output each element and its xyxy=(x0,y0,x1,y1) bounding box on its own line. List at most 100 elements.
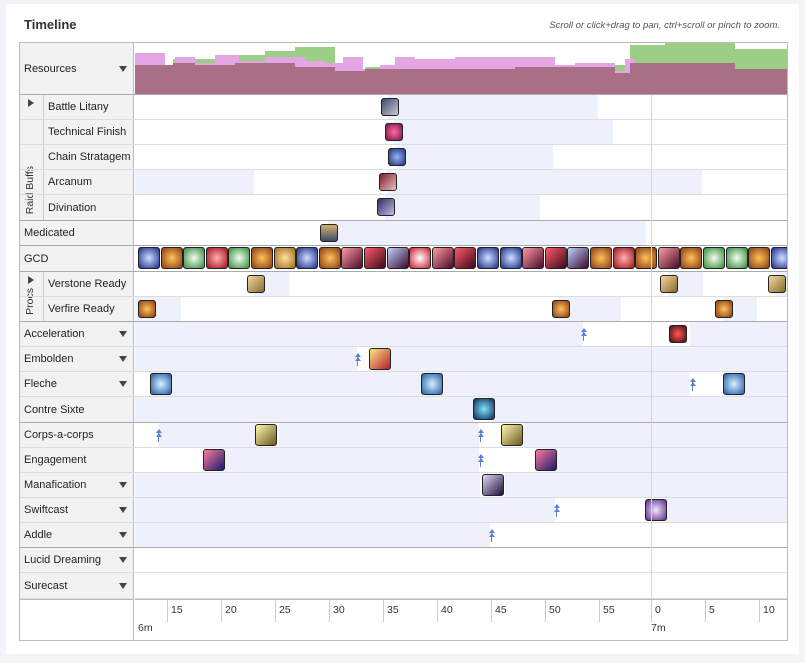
veraero-icon[interactable] xyxy=(273,247,296,269)
cooldown-bar xyxy=(377,347,787,371)
row-label-addle[interactable]: Addle xyxy=(20,523,134,547)
cooldown-bar xyxy=(665,498,787,522)
chevron-down-icon[interactable] xyxy=(119,557,127,563)
jolt-icon[interactable] xyxy=(183,247,206,269)
jolt-icon[interactable] xyxy=(703,247,725,269)
row-label-embolden[interactable]: Embolden xyxy=(20,347,134,371)
verfire-icon[interactable] xyxy=(552,300,570,318)
charge-ready-marker xyxy=(580,328,588,341)
addle-label: Addle xyxy=(24,529,53,541)
technical-finish-icon[interactable] xyxy=(385,123,403,141)
row-label-surecast[interactable]: Surecast xyxy=(20,573,134,598)
verthunder-icon[interactable] xyxy=(499,247,522,269)
verfire-icon[interactable] xyxy=(318,247,341,269)
row-label-chain-stratagem: Chain Stratagem xyxy=(44,145,134,169)
cooldown-bar xyxy=(135,523,490,547)
engagement-icon[interactable] xyxy=(535,449,557,471)
buff-duration-bar xyxy=(388,95,598,119)
chain-stratagem-icon[interactable] xyxy=(388,148,406,166)
engagement-icon[interactable] xyxy=(203,449,225,471)
panel-title: Timeline xyxy=(24,17,77,32)
row-swiftcast: Swiftcast xyxy=(20,498,787,523)
corps-a-corps-icon[interactable] xyxy=(255,424,277,446)
row-label-manafication[interactable]: Manafication xyxy=(20,473,134,497)
embolden-icon[interactable] xyxy=(369,348,391,370)
enchanted-riposte-icon[interactable] xyxy=(522,247,545,269)
enchanted-riposte-icon[interactable] xyxy=(657,247,680,269)
expand-arrow-icon[interactable] xyxy=(28,99,34,107)
corps-a-corps-icon[interactable] xyxy=(501,424,523,446)
resources-label: Resources xyxy=(24,62,77,75)
contre-sixte-label: Contre Sixte xyxy=(24,403,85,416)
medicine-potion-icon[interactable] xyxy=(320,224,338,242)
swiftcast-icon[interactable] xyxy=(645,499,667,521)
fleche-icon[interactable] xyxy=(150,373,172,395)
acceleration-icon[interactable] xyxy=(669,325,687,343)
arcanum-icon[interactable] xyxy=(379,173,397,191)
enchanted-zwerchhau-icon[interactable] xyxy=(454,247,477,269)
verthunder-icon[interactable] xyxy=(477,247,499,269)
row-fleche: Fleche xyxy=(20,372,787,397)
manafication-icon[interactable] xyxy=(482,474,504,496)
enchanted-redoublement-icon[interactable] xyxy=(567,247,590,269)
chevron-down-icon[interactable] xyxy=(119,507,127,513)
chevron-down-icon[interactable] xyxy=(119,356,127,362)
cooldown-bar xyxy=(505,473,787,497)
enchanted-redoublement-icon[interactable] xyxy=(386,247,409,269)
jolt-icon[interactable] xyxy=(725,247,748,269)
timeline[interactable]: Resources Raid Buffs Battle Litany Techn… xyxy=(19,42,788,641)
verflare-icon[interactable] xyxy=(205,247,228,269)
buff-duration-bar xyxy=(135,170,254,194)
verthunder-icon[interactable] xyxy=(770,247,787,269)
verstone-icon[interactable] xyxy=(768,275,786,293)
fleche-icon[interactable] xyxy=(723,373,745,395)
verfire-icon[interactable] xyxy=(251,247,273,269)
enchanted-zwerchhau-icon[interactable] xyxy=(364,247,386,269)
row-medicated: Medicated xyxy=(20,221,787,246)
verstone-icon[interactable] xyxy=(247,275,265,293)
fleche-icon[interactable] xyxy=(421,373,443,395)
row-label-resources[interactable]: Resources xyxy=(20,43,134,94)
chevron-down-icon[interactable] xyxy=(119,532,127,538)
row-label-acceleration[interactable]: Acceleration xyxy=(20,322,134,346)
chevron-down-icon[interactable] xyxy=(119,65,127,72)
row-chain-stratagem: Chain Stratagem xyxy=(20,145,787,170)
row-label-fleche[interactable]: Fleche xyxy=(20,372,134,396)
verfire-icon[interactable] xyxy=(748,247,771,269)
cooldown-bar xyxy=(150,372,422,396)
chevron-down-icon[interactable] xyxy=(119,582,127,589)
row-label-verstone-ready: Verstone Ready xyxy=(44,272,134,296)
verthunder-icon[interactable] xyxy=(296,247,319,269)
verfire-icon[interactable] xyxy=(715,300,733,318)
jolt-icon[interactable] xyxy=(228,247,251,269)
overlap-area xyxy=(135,63,787,94)
cooldown-bar xyxy=(135,473,480,497)
verstone-icon[interactable] xyxy=(660,275,678,293)
verfire-icon[interactable] xyxy=(680,247,703,269)
row-label-lucid-dreaming[interactable]: Lucid Dreaming xyxy=(20,548,134,572)
corps-a-corps-label: Corps-a-corps xyxy=(24,429,94,441)
contre-sixte-icon[interactable] xyxy=(473,398,495,420)
time-axis[interactable]: 15 20 25 30 35 40 45 50 55 0 5 10 6m 7m xyxy=(135,599,787,641)
verholy-icon[interactable] xyxy=(409,247,432,269)
divination-label: Divination xyxy=(48,201,97,214)
verfire-icon[interactable] xyxy=(635,247,658,269)
chevron-down-icon[interactable] xyxy=(119,331,127,337)
row-technical-finish: Technical Finish xyxy=(20,120,787,145)
verthunder-icon[interactable] xyxy=(138,247,160,269)
expand-arrow-icon[interactable] xyxy=(28,276,34,284)
chevron-down-icon[interactable] xyxy=(119,381,127,387)
battle-litany-icon[interactable] xyxy=(381,98,399,116)
divination-icon[interactable] xyxy=(377,198,395,216)
enchanted-riposte-icon[interactable] xyxy=(431,247,454,269)
row-label-swiftcast[interactable]: Swiftcast xyxy=(20,498,134,522)
verfire-icon[interactable] xyxy=(590,247,612,269)
verfire-icon[interactable] xyxy=(138,300,156,318)
chevron-down-icon[interactable] xyxy=(119,482,127,488)
verfire-icon[interactable] xyxy=(160,247,183,269)
verflare-icon[interactable] xyxy=(612,247,635,269)
buff-duration-bar xyxy=(328,221,646,245)
enchanted-zwerchhau-icon[interactable] xyxy=(544,247,567,269)
enchanted-riposte-icon[interactable] xyxy=(341,247,364,269)
row-contre-sixte: Contre Sixte xyxy=(20,397,787,423)
